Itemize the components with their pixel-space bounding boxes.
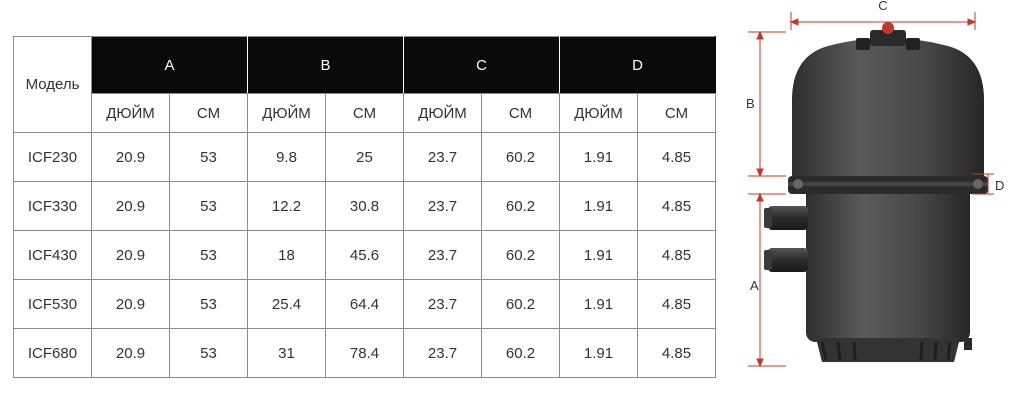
value-cell: 12.2 [247,181,326,231]
group-header-b: B [247,36,404,94]
unit-header: ДЮЙМ [559,93,638,133]
value-cell: 64.4 [325,279,404,329]
value-cell: 4.85 [637,181,716,231]
unit-header: СМ [169,93,248,133]
value-cell: 25 [325,132,404,182]
value-cell: 31 [247,328,326,378]
model-cell: ICF430 [13,230,92,280]
value-cell: 53 [169,181,248,231]
unit-header: ДЮЙМ [403,93,482,133]
value-cell: 30.8 [325,181,404,231]
value-cell: 45.6 [325,230,404,280]
value-cell: 25.4 [247,279,326,329]
model-cell: ICF530 [13,279,92,329]
value-cell: 4.85 [637,328,716,378]
table-unit-header-row: ДЮЙМ СМ ДЮЙМ СМ ДЮЙМ СМ ДЮЙМ СМ [14,93,716,133]
value-cell: 4.85 [637,230,716,280]
model-cell: ICF680 [13,328,92,378]
value-cell: 20.9 [91,181,170,231]
value-cell: 20.9 [91,230,170,280]
value-cell: 53 [169,230,248,280]
value-cell: 53 [169,132,248,182]
value-cell: 1.91 [559,132,638,182]
value-cell: 60.2 [481,279,560,329]
value-cell: 9.8 [247,132,326,182]
table-row: ICF680 20.9 53 31 78.4 23.7 60.2 1.91 4.… [13,328,716,378]
value-cell: 23.7 [403,132,482,182]
unit-header: ДЮЙМ [247,93,326,133]
value-cell: 23.7 [403,181,482,231]
value-cell: 53 [169,279,248,329]
table-group-header-row: Модель A B C D [13,36,716,133]
value-cell: 20.9 [91,279,170,329]
unit-header: СМ [481,93,560,133]
value-cell: 4.85 [637,279,716,329]
value-cell: 4.85 [637,132,716,182]
value-cell: 60.2 [481,328,560,378]
value-cell: 1.91 [559,181,638,231]
value-cell: 18 [247,230,326,280]
value-cell: 60.2 [481,230,560,280]
filter-tank [764,22,988,362]
table-row: ICF530 20.9 53 25.4 64.4 23.7 60.2 1.91 … [13,279,716,329]
value-cell: 78.4 [325,328,404,378]
value-cell: 1.91 [559,328,638,378]
group-header-d: D [559,36,716,94]
value-cell: 53 [169,328,248,378]
value-cell: 23.7 [403,328,482,378]
table-row: ICF330 20.9 53 12.2 30.8 23.7 60.2 1.91 … [13,181,716,231]
value-cell: 1.91 [559,230,638,280]
unit-header: ДЮЙМ [91,93,170,133]
unit-header: СМ [325,93,404,133]
dimension-lines [748,12,994,368]
model-cell: ICF230 [13,132,92,182]
group-header-c: C [403,36,560,94]
dimension-label-b: B [746,96,755,111]
dimension-label-d: D [995,178,1004,193]
dimensions-table: Модель A B C D ДЮЙМ СМ ДЮЙМ СМ ДЮЙМ СМ Д… [13,36,716,378]
group-header-a: A [91,36,248,94]
value-cell: 1.91 [559,279,638,329]
value-cell: 20.9 [91,328,170,378]
value-cell: 23.7 [403,230,482,280]
filter-dimension-diagram: C B A D [746,0,1004,368]
table-row: ICF430 20.9 53 18 45.6 23.7 60.2 1.91 4.… [13,230,716,280]
model-cell: ICF330 [13,181,92,231]
unit-header: СМ [637,93,716,133]
value-cell: 23.7 [403,279,482,329]
value-cell: 20.9 [91,132,170,182]
model-column-header: Модель [13,36,92,133]
value-cell: 60.2 [481,181,560,231]
dimension-label-a: A [750,278,759,293]
dimension-label-c: C [878,0,887,13]
table-row: ICF230 20.9 53 9.8 25 23.7 60.2 1.91 4.8… [13,132,716,182]
value-cell: 60.2 [481,132,560,182]
